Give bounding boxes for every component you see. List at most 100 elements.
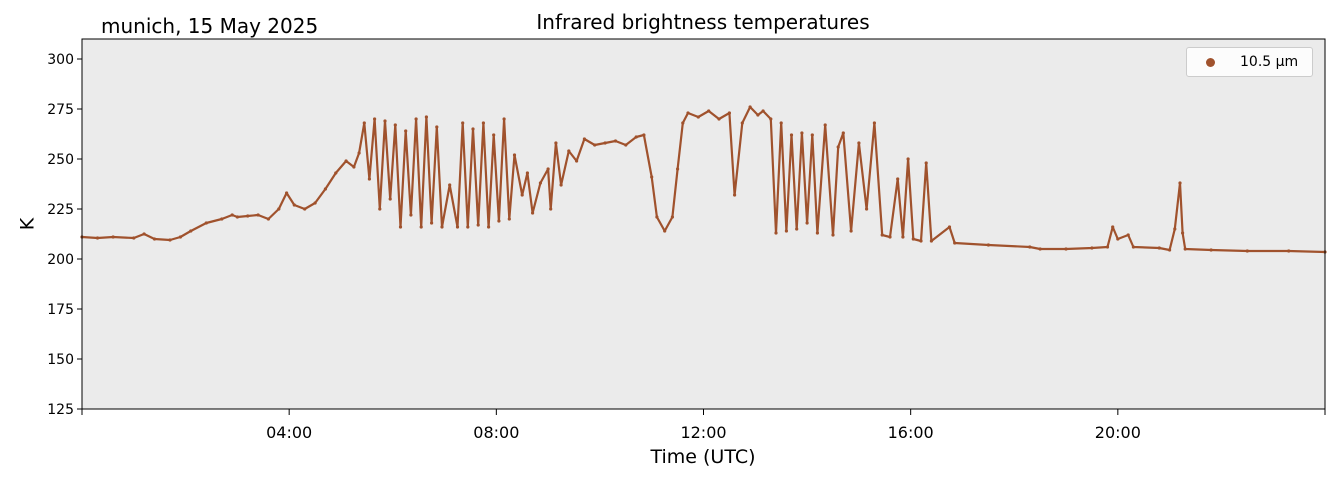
data-point bbox=[560, 183, 563, 186]
data-point bbox=[389, 197, 392, 200]
data-point bbox=[873, 121, 876, 124]
data-point bbox=[277, 207, 280, 210]
data-point bbox=[953, 241, 956, 244]
data-point bbox=[671, 215, 674, 218]
data-point bbox=[1184, 247, 1187, 250]
data-point bbox=[425, 115, 428, 118]
data-point bbox=[1116, 237, 1119, 240]
y-tick-label: 275 bbox=[47, 102, 74, 118]
data-point bbox=[503, 117, 506, 120]
data-point bbox=[554, 141, 557, 144]
data-point bbox=[112, 235, 115, 238]
data-point bbox=[179, 235, 182, 238]
data-point bbox=[461, 121, 464, 124]
data-point bbox=[857, 141, 860, 144]
data-point bbox=[912, 237, 915, 240]
x-tick-label: 08:00 bbox=[473, 423, 519, 442]
data-point bbox=[663, 229, 666, 232]
data-point bbox=[593, 143, 596, 146]
data-point bbox=[650, 175, 653, 178]
x-tick-label: 04:00 bbox=[266, 423, 312, 442]
data-point bbox=[795, 227, 798, 230]
y-tick-label: 125 bbox=[47, 402, 74, 418]
data-point bbox=[303, 207, 306, 210]
data-point bbox=[567, 149, 570, 152]
data-point bbox=[383, 119, 386, 122]
data-point bbox=[642, 133, 645, 136]
data-point bbox=[440, 225, 443, 228]
data-point bbox=[987, 243, 990, 246]
data-point bbox=[345, 159, 348, 162]
data-point bbox=[549, 207, 552, 210]
data-point bbox=[756, 113, 759, 116]
data-point bbox=[231, 213, 234, 216]
data-point bbox=[681, 121, 684, 124]
data-point bbox=[896, 177, 899, 180]
data-point bbox=[1106, 245, 1109, 248]
data-point bbox=[865, 207, 868, 210]
data-point bbox=[1127, 233, 1130, 236]
data-point bbox=[508, 217, 511, 220]
data-point bbox=[733, 193, 736, 196]
data-point bbox=[907, 157, 910, 160]
data-point bbox=[246, 214, 249, 217]
data-point bbox=[790, 133, 793, 136]
legend-label: 10.5 µm bbox=[1240, 54, 1298, 70]
data-point bbox=[1210, 248, 1213, 251]
data-point bbox=[831, 233, 834, 236]
y-tick-label: 225 bbox=[47, 202, 74, 218]
data-point bbox=[837, 145, 840, 148]
data-point bbox=[785, 229, 788, 232]
data-point bbox=[1246, 249, 1249, 252]
data-point bbox=[780, 121, 783, 124]
data-point bbox=[394, 123, 397, 126]
data-point bbox=[220, 217, 223, 220]
data-point bbox=[132, 236, 135, 239]
data-point bbox=[368, 177, 371, 180]
data-point bbox=[919, 239, 922, 242]
y-tick-label: 200 bbox=[47, 252, 74, 268]
data-point bbox=[1168, 248, 1171, 251]
data-point bbox=[482, 121, 485, 124]
data-point bbox=[521, 193, 524, 196]
data-point bbox=[1181, 231, 1184, 234]
data-point bbox=[409, 213, 412, 216]
data-point bbox=[314, 201, 317, 204]
data-point bbox=[624, 143, 627, 146]
data-point bbox=[456, 225, 459, 228]
data-point bbox=[769, 117, 772, 120]
data-point bbox=[717, 117, 720, 120]
data-point bbox=[655, 215, 658, 218]
data-point bbox=[448, 183, 451, 186]
data-point bbox=[420, 225, 423, 228]
data-point bbox=[471, 127, 474, 130]
data-point bbox=[948, 225, 951, 228]
data-point bbox=[267, 217, 270, 220]
data-point bbox=[762, 109, 765, 112]
y-tick-label: 175 bbox=[47, 302, 74, 318]
x-tick-label: 20:00 bbox=[1095, 423, 1141, 442]
data-point bbox=[749, 105, 752, 108]
data-point bbox=[513, 153, 516, 156]
data-point bbox=[363, 121, 366, 124]
x-axis-label: Time (UTC) bbox=[649, 446, 755, 468]
data-point bbox=[697, 115, 700, 118]
data-point bbox=[575, 159, 578, 162]
data-point bbox=[415, 117, 418, 120]
data-point bbox=[614, 139, 617, 142]
data-point bbox=[901, 235, 904, 238]
data-point bbox=[96, 236, 99, 239]
data-point bbox=[435, 125, 438, 128]
data-point bbox=[430, 221, 433, 224]
x-tick-label: 16:00 bbox=[888, 423, 934, 442]
data-point bbox=[604, 141, 607, 144]
data-point bbox=[1132, 245, 1135, 248]
data-point bbox=[324, 187, 327, 190]
y-tick-label: 250 bbox=[47, 152, 74, 168]
data-point bbox=[881, 233, 884, 236]
data-point bbox=[1158, 246, 1161, 249]
data-point bbox=[285, 191, 288, 194]
data-point bbox=[257, 213, 260, 216]
data-point bbox=[168, 238, 171, 241]
data-point bbox=[824, 123, 827, 126]
